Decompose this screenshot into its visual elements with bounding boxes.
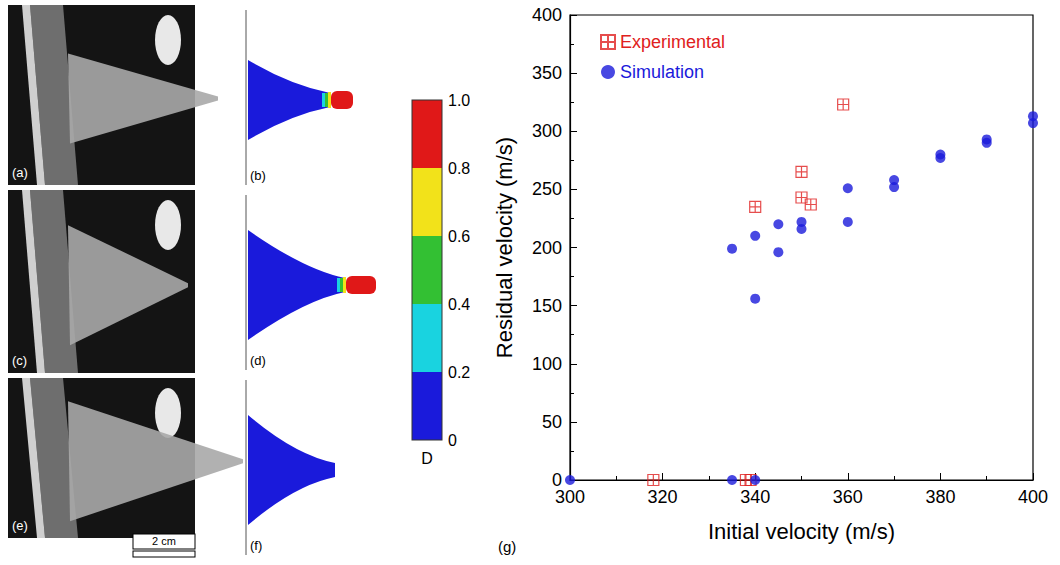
svg-text:380: 380 [925, 487, 955, 507]
svg-text:(a): (a) [12, 165, 28, 180]
svg-text:Experimental: Experimental [620, 32, 725, 52]
svg-text:250: 250 [532, 179, 562, 199]
svg-text:Simulation: Simulation [620, 62, 704, 82]
svg-text:0: 0 [552, 470, 562, 490]
svg-text:(e): (e) [12, 518, 28, 533]
svg-text:1.0: 1.0 [448, 92, 470, 109]
svg-text:300: 300 [555, 487, 585, 507]
svg-text:Residual velocity (m/s): Residual velocity (m/s) [492, 137, 517, 358]
svg-text:0.4: 0.4 [448, 296, 470, 313]
svg-text:50: 50 [542, 412, 562, 432]
svg-text:(d): (d) [250, 353, 266, 368]
svg-text:150: 150 [532, 296, 562, 316]
svg-text:360: 360 [833, 487, 863, 507]
svg-text:400: 400 [532, 5, 562, 25]
svg-text:0.6: 0.6 [448, 228, 470, 245]
svg-text:100: 100 [532, 354, 562, 374]
svg-text:200: 200 [532, 238, 562, 258]
svg-text:Initial velocity (m/s): Initial velocity (m/s) [708, 519, 895, 544]
svg-text:340: 340 [740, 487, 770, 507]
svg-text:350: 350 [532, 63, 562, 83]
svg-text:320: 320 [648, 487, 678, 507]
svg-text:400: 400 [1018, 487, 1048, 507]
svg-text:0: 0 [448, 432, 457, 449]
svg-text:(c): (c) [12, 353, 27, 368]
svg-text:0.8: 0.8 [448, 160, 470, 177]
svg-text:2 cm: 2 cm [152, 535, 176, 547]
svg-text:0.2: 0.2 [448, 364, 470, 381]
svg-text:300: 300 [532, 121, 562, 141]
svg-text:(b): (b) [250, 168, 266, 183]
html-text:(g): (g) [498, 538, 517, 555]
svg-text:D: D [421, 450, 433, 467]
svg-text:(f): (f) [250, 538, 262, 553]
